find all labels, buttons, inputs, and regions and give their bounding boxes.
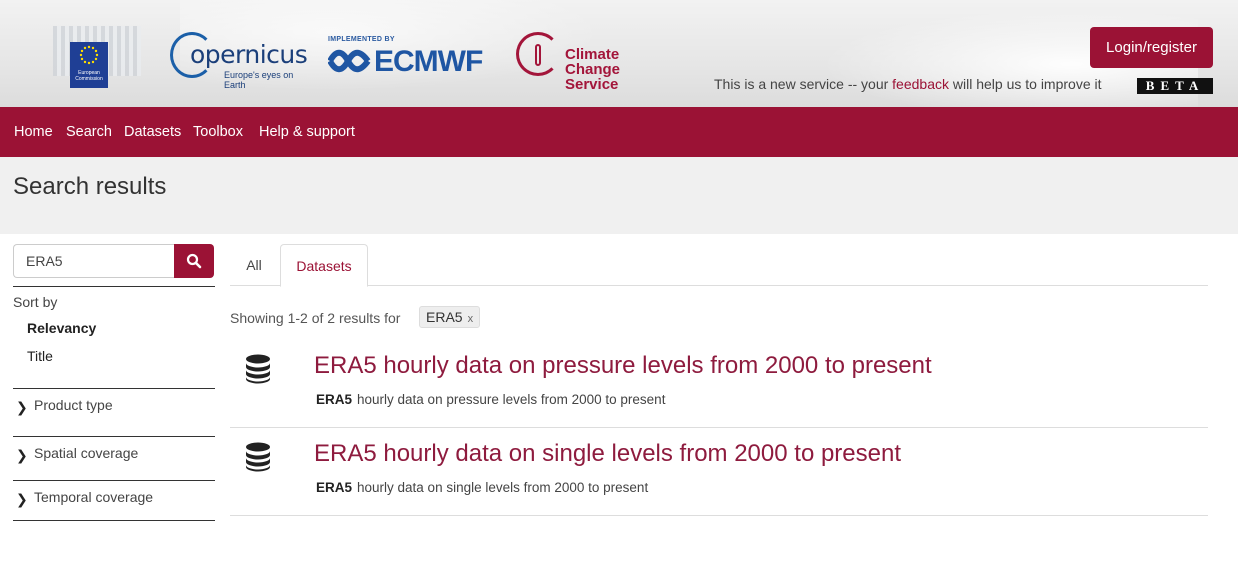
login-register-button[interactable]: Login/register <box>1090 27 1213 68</box>
copernicus-tagline: Europe's eyes on Earth <box>224 70 294 90</box>
result-desc-text: hourly data on single levels from 2000 t… <box>357 480 649 495</box>
page-title: Search results <box>13 173 167 200</box>
main-nav: Home Search Datasets Toolbox Help & supp… <box>0 107 1238 157</box>
filter-chip-label: ERA5 <box>426 309 463 325</box>
sort-option-relevancy[interactable]: Relevancy <box>27 320 97 336</box>
thermometer-icon <box>535 44 541 66</box>
sidebar-divider <box>13 436 215 437</box>
copernicus-wordmark: opernicus <box>190 40 308 69</box>
feedback-link[interactable]: feedback <box>892 76 949 92</box>
chevron-right-icon: ❯ <box>16 399 28 415</box>
header-cloud-decoration <box>180 0 680 107</box>
database-icon <box>246 442 270 472</box>
ccs-wordmark: Climate Change Service <box>565 47 676 92</box>
facet-label: Spatial coverage <box>34 445 139 461</box>
search-icon <box>186 253 202 269</box>
facet-label: Product type <box>34 397 113 413</box>
beta-badge: BETA <box>1137 78 1213 94</box>
eu-caption: European Commission <box>70 68 108 88</box>
sidebar-divider <box>13 520 215 521</box>
result-tabs: All Datasets <box>230 244 1208 287</box>
ecmwf-wordmark: ECMWF <box>374 45 483 78</box>
sidebar-divider <box>13 388 215 389</box>
result-title-link[interactable]: ERA5 hourly data on pressure levels from… <box>314 352 932 379</box>
close-icon[interactable]: x <box>467 313 474 325</box>
ccs-line1: Climate Change <box>565 46 621 78</box>
nav-datasets[interactable]: Datasets <box>124 124 182 140</box>
result-item: ERA5 hourly data on pressure levels from… <box>230 340 1208 428</box>
ecmwf-wave-icon <box>328 49 371 73</box>
sidebar-divider <box>13 286 215 287</box>
ccs-circle-icon <box>516 32 560 76</box>
search-button[interactable] <box>174 244 214 278</box>
facet-temporal-coverage[interactable]: ❯ Temporal coverage <box>13 483 215 513</box>
chevron-right-icon: ❯ <box>16 447 28 463</box>
copernicus-ring-icon <box>170 32 214 78</box>
facet-spatial-coverage[interactable]: ❯ Spatial coverage <box>13 439 215 469</box>
climate-change-service-logo[interactable]: Climate Change Service <box>516 32 676 92</box>
search-input[interactable] <box>13 244 175 278</box>
result-desc-highlight: ERA5 <box>316 480 353 495</box>
feedback-suffix: will help us to improve it <box>949 76 1102 92</box>
nav-home[interactable]: Home <box>14 124 53 140</box>
result-title-link[interactable]: ERA5 hourly data on single levels from 2… <box>314 440 902 467</box>
tab-all[interactable]: All <box>246 257 262 273</box>
result-desc-highlight: ERA5 <box>316 392 353 407</box>
ecmwf-implemented-by: IMPLEMENTED BY <box>328 36 395 43</box>
sidebar-divider <box>13 480 215 481</box>
tab-datasets[interactable]: Datasets <box>280 244 368 287</box>
page-title-band: Search results <box>0 157 1238 234</box>
nav-search[interactable]: Search <box>66 124 112 140</box>
european-commission-logo[interactable]: European Commission <box>53 26 141 88</box>
ecmwf-logo[interactable]: IMPLEMENTED BY ECMWF <box>328 36 498 80</box>
feedback-notice: This is a new service -- your feedback w… <box>714 76 1102 92</box>
sort-by-label: Sort by <box>13 294 58 310</box>
search-form <box>13 244 214 278</box>
site-header: European Commission opernicus Europe's e… <box>0 0 1238 107</box>
result-desc-text: hourly data on pressure levels from 2000… <box>357 392 666 407</box>
result-description: ERA5 hourly data on single levels from 20… <box>316 480 648 495</box>
active-filter-chip: ERA5 x <box>419 306 481 328</box>
feedback-prefix: This is a new service -- your <box>714 76 893 92</box>
nav-toolbox[interactable]: Toolbox <box>193 124 243 140</box>
results-count-text: Showing 1-2 of 2 results for <box>230 310 401 326</box>
eu-flag-icon <box>70 42 108 68</box>
copernicus-logo[interactable]: opernicus Europe's eyes on Earth <box>168 30 308 90</box>
database-icon <box>246 354 270 384</box>
facet-label: Temporal coverage <box>34 489 154 505</box>
sort-option-title[interactable]: Title <box>27 348 53 364</box>
facet-product-type[interactable]: ❯ Product type <box>13 391 215 421</box>
chevron-right-icon: ❯ <box>16 491 28 507</box>
result-description: ERA5 hourly data on pressure levels from … <box>316 392 665 407</box>
result-item: ERA5 hourly data on single levels from 2… <box>230 428 1208 516</box>
ccs-line2: Service <box>565 76 619 93</box>
nav-help-support[interactable]: Help & support <box>259 124 355 140</box>
